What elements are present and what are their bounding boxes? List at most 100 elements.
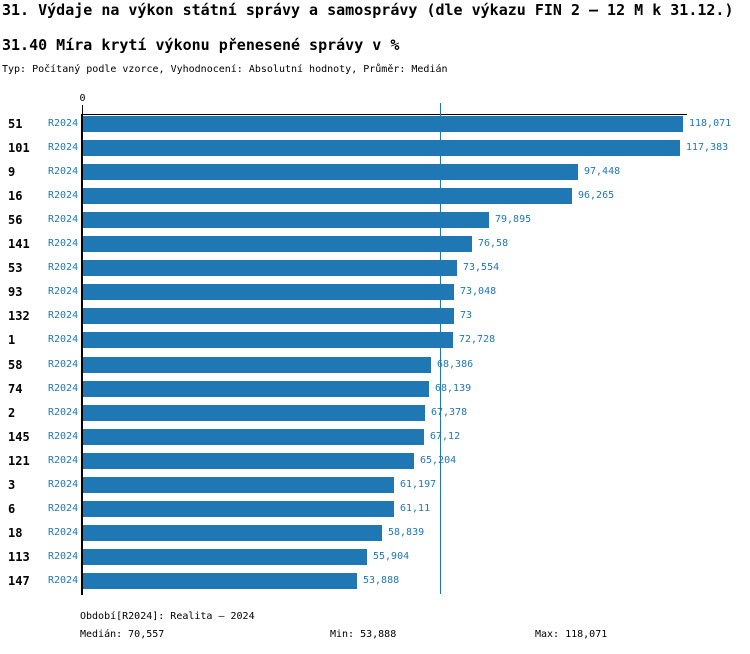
- row-category-label: 3: [8, 478, 16, 492]
- x-axis-line: [82, 114, 687, 115]
- chart-row: 1 R2024 72,728: [0, 332, 750, 348]
- chart-row: 16 R2024 96,265: [0, 188, 750, 204]
- chart-title: 31.40 Míra krytí výkonu přenesené správy…: [2, 36, 400, 54]
- row-period-label: R2024: [48, 190, 79, 201]
- bar: [83, 260, 457, 276]
- chart-row: 74 R2024 68,139: [0, 381, 750, 397]
- row-period-label: R2024: [48, 551, 79, 562]
- bar-value-label: 61,197: [400, 479, 437, 490]
- bar-value-label: 73: [460, 310, 473, 321]
- median-line: [440, 103, 441, 594]
- bar-value-label: 58,839: [388, 527, 425, 538]
- bar-value-label: 97,448: [584, 166, 621, 177]
- chart-row: 132 R2024 73: [0, 308, 750, 324]
- chart-row: 3 R2024 61,197: [0, 477, 750, 493]
- row-period-label: R2024: [48, 142, 79, 153]
- bar-value-label: 118,071: [689, 118, 732, 129]
- bar-value-label: 67,378: [431, 407, 468, 418]
- chart-row: 18 R2024 58,839: [0, 525, 750, 541]
- row-period-label: R2024: [48, 479, 79, 490]
- chart-row: 145 R2024 67,12: [0, 429, 750, 445]
- row-category-label: 2: [8, 406, 16, 420]
- bar: [83, 549, 367, 565]
- row-period-label: R2024: [48, 575, 79, 586]
- bar-value-label: 68,386: [437, 359, 474, 370]
- bar: [83, 429, 424, 445]
- y-axis-line: [81, 114, 83, 595]
- row-period-label: R2024: [48, 527, 79, 538]
- row-category-label: 51: [8, 117, 23, 131]
- row-category-label: 147: [8, 574, 30, 588]
- row-period-label: R2024: [48, 166, 79, 177]
- bar-value-label: 68,139: [435, 383, 472, 394]
- footer-period-line: Období[R2024]: Realita – 2024: [80, 611, 255, 622]
- chart-row: 58 R2024 68,386: [0, 357, 750, 373]
- row-category-label: 6: [8, 502, 16, 516]
- x-axis-zero-label: 0: [79, 93, 86, 104]
- chart-row: 6 R2024 61,11: [0, 501, 750, 517]
- row-period-label: R2024: [48, 455, 79, 466]
- bar-value-label: 117,383: [686, 142, 729, 153]
- bar-value-label: 65,204: [420, 455, 457, 466]
- row-period-label: R2024: [48, 407, 79, 418]
- footer-median: Medián: 70,557: [80, 629, 165, 640]
- chart-row: 121 R2024 65,204: [0, 453, 750, 469]
- row-category-label: 93: [8, 285, 23, 299]
- bar: [83, 381, 429, 397]
- row-category-label: 101: [8, 141, 30, 155]
- bar-value-label: 61,11: [400, 503, 431, 514]
- bar: [83, 332, 453, 348]
- bar: [83, 236, 472, 252]
- row-category-label: 132: [8, 309, 30, 323]
- chart-row: 51 R2024 118,071: [0, 116, 750, 132]
- bar: [83, 284, 454, 300]
- bar-value-label: 55,904: [373, 551, 410, 562]
- bar-value-label: 73,554: [463, 262, 500, 273]
- bar: [83, 453, 414, 469]
- row-period-label: R2024: [48, 334, 79, 345]
- footer-max: Max: 118,071: [535, 629, 608, 640]
- row-category-label: 74: [8, 382, 23, 396]
- x-axis-tick: [82, 105, 83, 114]
- bar: [83, 188, 572, 204]
- row-period-label: R2024: [48, 383, 79, 394]
- chart-row: 101 R2024 117,383: [0, 140, 750, 156]
- bar: [83, 573, 357, 589]
- bar: [83, 477, 394, 493]
- bar: [83, 308, 454, 324]
- bar: [83, 140, 680, 156]
- chart-row: 9 R2024 97,448: [0, 164, 750, 180]
- chart-row: 147 R2024 53,888: [0, 573, 750, 589]
- bar-value-label: 53,888: [363, 575, 400, 586]
- row-period-label: R2024: [48, 431, 79, 442]
- bar-value-label: 79,895: [495, 214, 532, 225]
- row-category-label: 145: [8, 430, 30, 444]
- bar: [83, 212, 489, 228]
- bar-value-label: 73,048: [460, 286, 497, 297]
- chart-row: 56 R2024 79,895: [0, 212, 750, 228]
- row-category-label: 56: [8, 213, 23, 227]
- bar: [83, 116, 683, 132]
- row-period-label: R2024: [48, 359, 79, 370]
- chart-row: 53 R2024 73,554: [0, 260, 750, 276]
- chart-meta-line: Typ: Počítaný podle vzorce, Vyhodnocení:…: [2, 64, 448, 75]
- row-period-label: R2024: [48, 214, 79, 225]
- bar-value-label: 76,58: [478, 238, 509, 249]
- chart-row: 113 R2024 55,904: [0, 549, 750, 565]
- row-category-label: 113: [8, 550, 30, 564]
- row-period-label: R2024: [48, 503, 79, 514]
- bar: [83, 357, 431, 373]
- row-category-label: 121: [8, 454, 30, 468]
- chart-row: 2 R2024 67,378: [0, 405, 750, 421]
- row-period-label: R2024: [48, 262, 79, 273]
- row-category-label: 53: [8, 261, 23, 275]
- chart-row: 141 R2024 76,58: [0, 236, 750, 252]
- row-category-label: 18: [8, 526, 23, 540]
- bar-value-label: 96,265: [578, 190, 615, 201]
- row-period-label: R2024: [48, 286, 79, 297]
- footer-min: Min: 53,888: [330, 629, 397, 640]
- row-category-label: 16: [8, 189, 23, 203]
- row-period-label: R2024: [48, 310, 79, 321]
- row-category-label: 58: [8, 358, 23, 372]
